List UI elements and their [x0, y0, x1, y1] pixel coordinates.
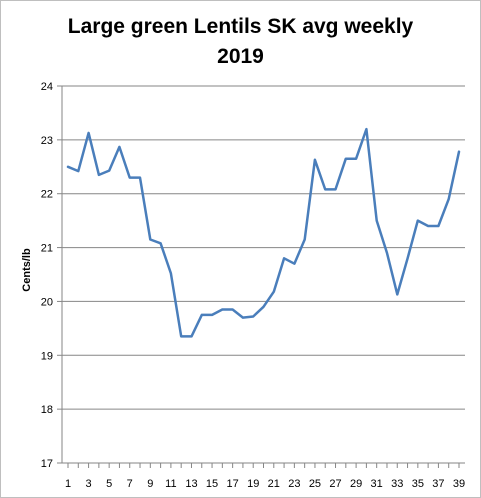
x-tick-label: 39: [453, 478, 465, 490]
y-tick-label: 18: [41, 404, 53, 416]
x-tick-label: 35: [412, 478, 424, 490]
x-tick-label: 21: [268, 478, 280, 490]
x-tick-label: 19: [247, 478, 259, 490]
series-line: [66, 127, 461, 338]
axes: [57, 85, 465, 468]
x-tick-labels: 1 3 5 7 9 11 13 15 17 19 21 23 25 27 29 31 33 35 37 39: [65, 478, 465, 490]
x-tick-label: 29: [350, 478, 362, 490]
x-tick-label: 3: [86, 478, 92, 490]
x-tick-label: 33: [391, 478, 403, 490]
series-line-group: [66, 127, 461, 338]
x-tick-label: 37: [432, 478, 444, 490]
y-axis-label: Cents/lb: [21, 248, 33, 292]
x-tick-label: 25: [309, 478, 321, 490]
y-tick-label: 20: [41, 296, 53, 308]
y-tick-label: 23: [41, 135, 53, 147]
x-tick-label: 31: [371, 478, 383, 490]
y-tick-label: 21: [41, 243, 53, 255]
x-tick-label: 9: [147, 478, 153, 490]
y-tick-label: 22: [41, 189, 53, 201]
x-tick-label: 11: [165, 478, 176, 490]
chart-title: Large green Lentils SK avg weekly 2019: [0, 12, 481, 72]
x-tick-label: 23: [288, 478, 300, 490]
x-tick-label: 17: [227, 478, 239, 490]
chart-title-line-1: Large green Lentils SK avg weekly: [67, 15, 414, 38]
y-tick-label: 24: [41, 81, 53, 93]
x-tick-label: 15: [206, 478, 218, 490]
y-tick-label: 19: [41, 350, 53, 362]
chart-title-line-2: 2019: [217, 45, 264, 68]
x-tick-label: 13: [185, 478, 197, 490]
y-tick-label: 17: [41, 458, 53, 470]
x-tick-label: 1: [65, 478, 71, 490]
y-tick-labels: 17 18 19 20 21 22 23 24: [41, 81, 53, 470]
gridlines: [62, 85, 465, 410]
x-tick-label: 27: [329, 478, 341, 490]
x-tick-label: 5: [106, 478, 112, 490]
x-tick-label: 7: [127, 478, 133, 490]
